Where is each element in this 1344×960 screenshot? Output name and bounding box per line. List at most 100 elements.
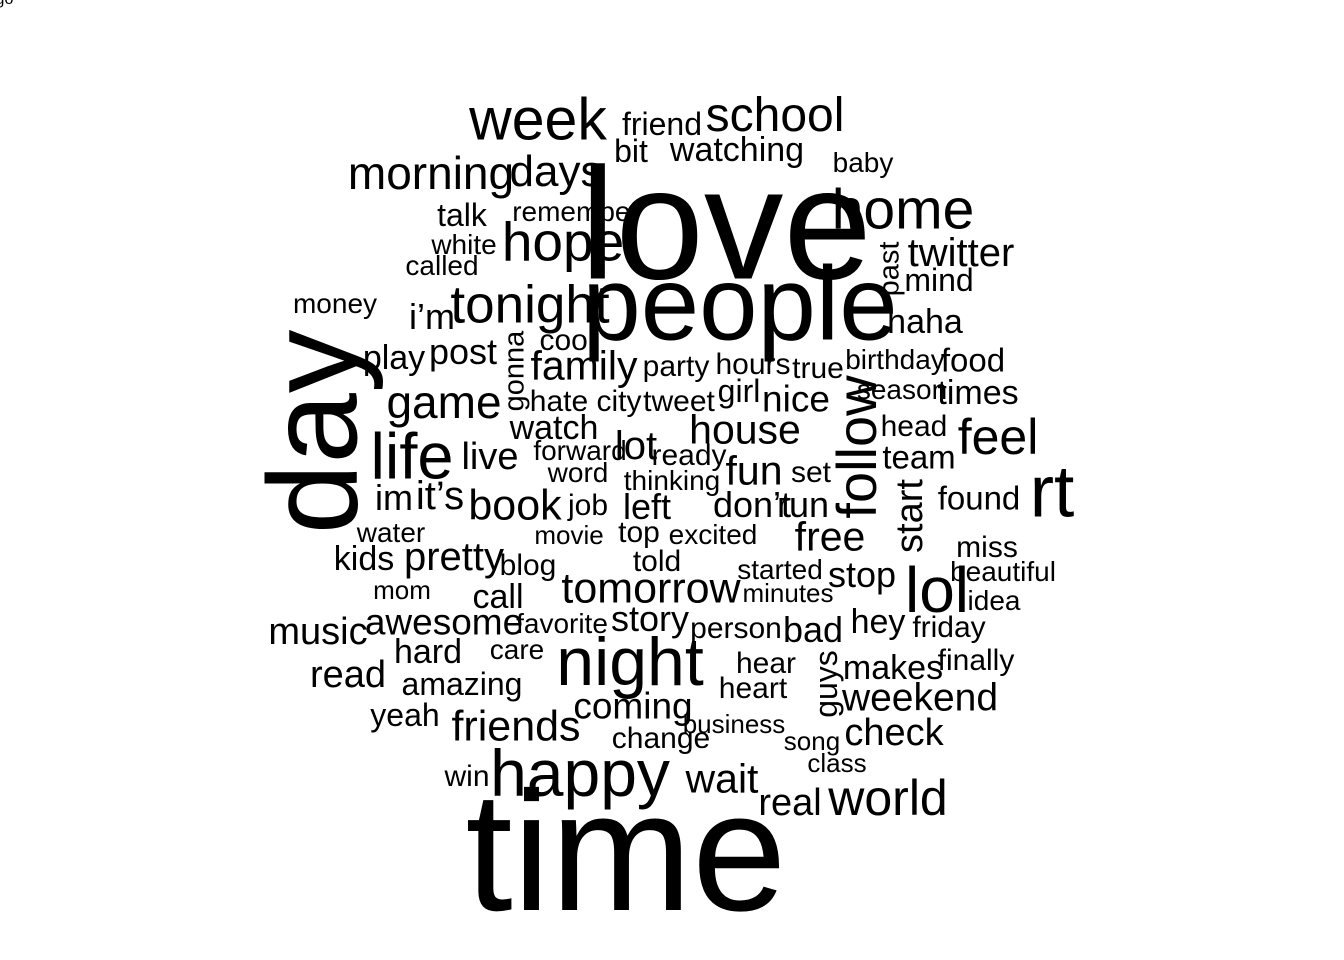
word-movie: movie <box>534 520 604 550</box>
word-talk: talk <box>437 197 487 233</box>
word-read: read <box>309 654 387 696</box>
word-stop: stop <box>827 554 897 595</box>
word-call: call <box>472 578 524 616</box>
word-change: change <box>611 722 711 755</box>
word-class: class <box>807 748 867 778</box>
word-start: start <box>889 479 931 553</box>
word-nice: nice <box>762 378 830 420</box>
word-watch: watch <box>509 409 599 447</box>
word-real: real <box>758 782 822 824</box>
word-tomorrow: tomorrow <box>561 564 741 613</box>
word-money: money <box>292 288 378 319</box>
word-job: job <box>567 489 609 522</box>
word-pretty: pretty <box>403 535 505 579</box>
word-feel: feel <box>957 409 1039 465</box>
word-favorite: favorite <box>516 608 608 639</box>
word-hope: hope <box>501 210 625 273</box>
word-love: love <box>580 134 872 313</box>
word-friday: friday <box>912 611 986 644</box>
word-mind: mind <box>904 262 974 298</box>
word-found: found <box>937 479 1021 517</box>
word-city: city <box>596 385 642 418</box>
word-mom: mom <box>373 575 431 605</box>
word-music: music <box>268 611 368 653</box>
word-guys: guys <box>808 650 844 718</box>
word-care: care <box>489 634 545 665</box>
word-water: water <box>356 517 426 548</box>
word-started: started <box>737 554 823 585</box>
word-song: song <box>783 726 841 756</box>
word-party: party <box>642 350 710 383</box>
word-word: word <box>547 457 609 488</box>
word-house: house <box>689 406 801 453</box>
word-season: season <box>856 374 948 405</box>
word-happy: happy <box>490 736 670 810</box>
word-birthday: birthday <box>845 344 945 375</box>
word-told: told <box>632 545 682 578</box>
word-miss: miss <box>956 531 1018 564</box>
word-haha: haha <box>887 303 963 341</box>
word-friend: friend <box>621 106 703 142</box>
word-bad: bad <box>782 609 844 650</box>
word-awesome: awesome <box>364 601 524 643</box>
word-white: white <box>431 229 497 260</box>
word-live: live <box>461 436 519 478</box>
word-lol: lol <box>904 554 970 626</box>
word-win: win <box>444 760 490 793</box>
word-left: left <box>622 486 672 527</box>
word-dont: don’t <box>712 484 792 525</box>
word-family: family <box>530 342 638 389</box>
word-watching: watching <box>669 131 805 169</box>
word-im-apostrophe: i’m <box>409 296 455 337</box>
word-finally: finally <box>937 644 1015 677</box>
word-book: book <box>468 481 562 530</box>
word-night: night <box>556 624 704 700</box>
word-rt: rt <box>1029 451 1075 533</box>
word-run: run <box>776 484 830 525</box>
word-called: called <box>405 250 479 281</box>
word-person: person <box>690 612 782 645</box>
word-head: head <box>880 410 948 443</box>
word-wait: wait <box>685 755 759 802</box>
word-business: business <box>682 709 786 739</box>
word-play: play <box>362 339 426 377</box>
word-day: day <box>241 329 384 535</box>
word-fun: fun <box>725 447 783 494</box>
word-hate: hate <box>529 385 589 418</box>
word-school: school <box>705 89 845 142</box>
word-coming: coming <box>573 685 693 727</box>
word-yeah: yeah <box>370 697 440 733</box>
word-minutes: minutes <box>742 578 834 608</box>
word-baby: baby <box>832 147 894 178</box>
word-its: it’s <box>415 474 465 518</box>
word-gonna: gonna <box>498 330 531 412</box>
word-post: post <box>428 331 498 372</box>
word-days: days <box>509 147 603 196</box>
word-world: world <box>828 770 948 826</box>
word-life: life <box>370 419 454 493</box>
word-makes: makes <box>842 649 944 687</box>
word-excited: excited <box>668 519 758 550</box>
word-home: home <box>831 177 975 242</box>
word-ready: ready <box>651 439 727 472</box>
word-kids: kids <box>333 540 395 578</box>
word-tonight: tonight <box>450 275 610 335</box>
word-hard: hard <box>393 633 463 671</box>
word-cool: cool <box>539 324 595 357</box>
word-hear: hear <box>735 647 797 680</box>
word-blog: blog <box>499 549 557 582</box>
word-idea: idea <box>967 585 1021 616</box>
word-hours: hours <box>715 348 791 381</box>
word-thinking: thinking <box>623 465 721 496</box>
word-people: people <box>582 245 898 363</box>
word-twitter: twitter <box>907 231 1015 275</box>
word-lot: lot <box>614 424 658 468</box>
word-set: set <box>790 456 832 489</box>
word-times: times <box>937 374 1019 412</box>
word-story: story <box>610 598 690 639</box>
word-ago: ago <box>0 0 13 8</box>
word-weekend: weekend <box>841 676 999 720</box>
word-team: team <box>882 438 956 476</box>
word-forward: forward <box>533 435 627 466</box>
